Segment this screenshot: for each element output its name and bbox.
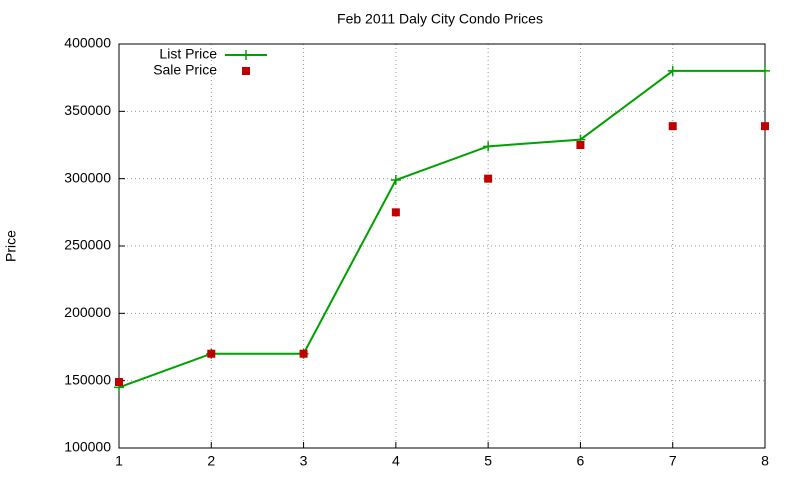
y-tick-label: 150000 — [64, 371, 111, 387]
y-axis-label: Price — [3, 230, 19, 262]
legend-symbol — [241, 50, 251, 60]
data-point — [576, 141, 585, 149]
data-point — [484, 174, 493, 183]
y-tick-label: 250000 — [64, 237, 111, 253]
legend-label: Sale Price — [153, 62, 217, 78]
plot-frame — [118, 43, 766, 449]
data-point — [761, 122, 769, 131]
y-tick-label: 200000 — [64, 304, 111, 320]
data-point — [115, 378, 123, 387]
y-tick-label: 400000 — [64, 35, 111, 51]
data-point — [667, 65, 678, 76]
x-tick-label: 1 — [115, 453, 123, 469]
x-tick-label: 2 — [207, 453, 215, 469]
y-tick-label: 300000 — [64, 169, 111, 185]
legend-symbol — [242, 67, 250, 75]
chart-title: Feb 2011 Daly City Condo Prices — [337, 11, 543, 27]
x-tick-label: 8 — [761, 453, 769, 469]
x-tick-label: 4 — [392, 453, 400, 469]
y-tick-label: 350000 — [64, 102, 111, 118]
legend-label: List Price — [159, 46, 217, 62]
x-tick-label: 6 — [577, 453, 585, 469]
x-tick-label: 7 — [669, 453, 677, 469]
data-point — [483, 141, 494, 152]
y-tick-label: 100000 — [64, 439, 111, 455]
x-tick-label: 3 — [300, 453, 308, 469]
data-point — [207, 349, 216, 358]
data-point — [668, 122, 677, 131]
data-point — [299, 349, 308, 358]
data-point — [760, 65, 770, 76]
data-point — [391, 208, 400, 217]
x-tick-label: 5 — [484, 453, 492, 469]
data-point — [390, 175, 401, 186]
series-line — [118, 69, 765, 389]
